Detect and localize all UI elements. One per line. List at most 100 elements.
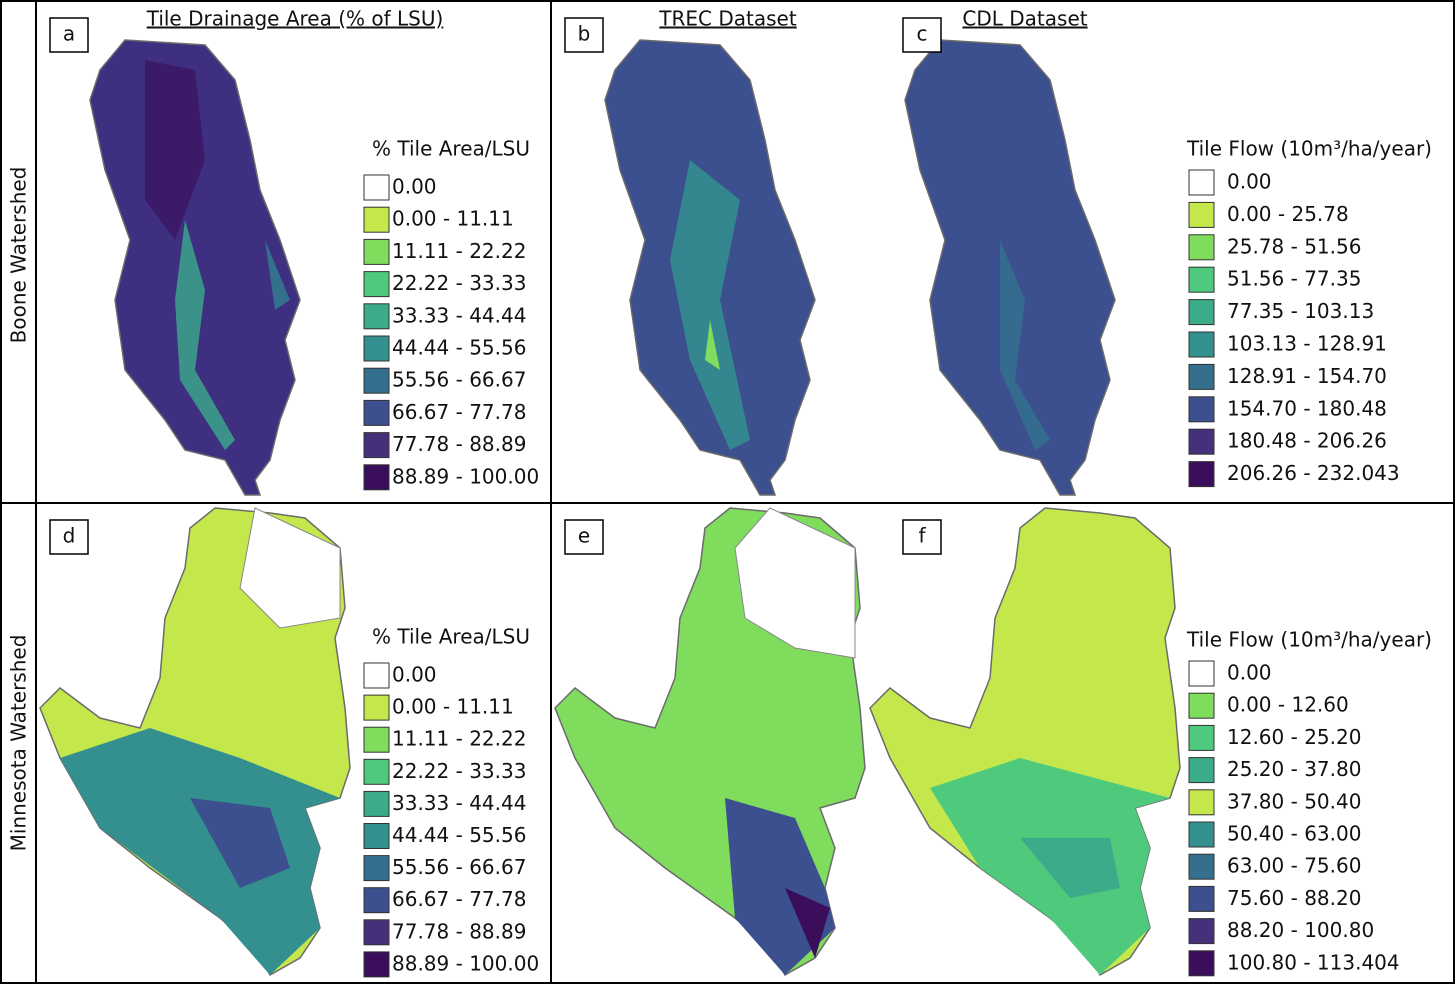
legend-swatch — [1188, 363, 1215, 390]
map-f — [869, 507, 1181, 976]
row-label: Boone Watershed — [7, 167, 31, 344]
legend-swatch — [1188, 724, 1215, 751]
legend-label: 66.67 - 77.78 — [392, 400, 526, 424]
legend-label: 206.26 - 232.043 — [1227, 461, 1400, 485]
panel-label: f — [918, 524, 926, 548]
legend-swatch — [363, 206, 390, 233]
legend-swatch — [1188, 660, 1215, 687]
legend-label: 77.78 - 88.89 — [392, 919, 526, 943]
legend-label: 0.00 - 11.11 — [392, 207, 514, 231]
legend-swatch — [1188, 853, 1215, 880]
legend-swatch — [363, 432, 390, 459]
legend-swatch — [1188, 169, 1215, 196]
legend-swatch — [363, 335, 390, 362]
legend-label: 77.78 - 88.89 — [392, 432, 526, 456]
panel-label-box — [902, 17, 942, 53]
legend-label: 154.70 - 180.48 — [1227, 396, 1387, 420]
legend-swatch — [363, 271, 390, 298]
legend-label: 11.11 - 22.22 — [392, 727, 526, 751]
map-d — [39, 507, 351, 976]
legend-label: 63.00 - 75.60 — [1227, 854, 1361, 878]
legend-label: 11.11 - 22.22 — [392, 239, 526, 263]
map-a — [89, 39, 301, 496]
legend-title: % Tile Area/LSU — [372, 625, 530, 649]
legend-swatch — [363, 951, 390, 978]
legend-label: 44.44 - 55.56 — [392, 823, 526, 847]
legend-swatch — [1188, 396, 1215, 423]
panel-label-box — [49, 17, 89, 53]
panel-title: TREC Dataset — [658, 7, 797, 31]
legend-label: 75.60 - 88.20 — [1227, 886, 1361, 910]
panel-title: Tile Drainage Area (% of LSU) — [146, 7, 444, 31]
legend-swatch — [1188, 821, 1215, 848]
legend-swatch — [1188, 950, 1215, 977]
legend-label: 22.22 - 33.33 — [392, 271, 526, 295]
legend-swatch — [363, 919, 390, 946]
legend-label: 22.22 - 33.33 — [392, 759, 526, 783]
legend-swatch — [1188, 757, 1215, 784]
legend-label: 37.80 - 50.40 — [1227, 789, 1361, 813]
legend-label: 12.60 - 25.20 — [1227, 725, 1361, 749]
legend-swatch — [1188, 299, 1215, 326]
legend-label: 55.56 - 66.67 — [392, 855, 526, 879]
legend-label: 51.56 - 77.35 — [1227, 267, 1361, 291]
legend-swatch — [363, 726, 390, 753]
panel-label: d — [63, 524, 76, 548]
legend-label: 25.20 - 37.80 — [1227, 757, 1361, 781]
legend-swatch — [363, 823, 390, 849]
legend-swatch — [363, 855, 390, 882]
legend-label: 100.80 - 113.404 — [1227, 950, 1400, 974]
legend-swatch — [363, 662, 390, 689]
legend-swatch — [1188, 428, 1215, 455]
legend-swatch — [1188, 789, 1215, 816]
legend-swatch — [363, 694, 390, 721]
legend-label: 33.33 - 44.44 — [392, 303, 526, 327]
row-label: Minnesota Watershed — [7, 635, 31, 852]
legend-label: 180.48 - 206.26 — [1227, 429, 1387, 453]
legend-label: 66.67 - 77.78 — [392, 887, 526, 911]
legend-swatch — [363, 238, 390, 265]
legend-swatch — [363, 303, 390, 330]
legend-label: 128.91 - 154.70 — [1227, 364, 1387, 388]
panel-title: CDL Dataset — [962, 7, 1087, 31]
legend-swatch — [363, 399, 390, 426]
legend-swatch — [1188, 918, 1215, 945]
map-c — [904, 39, 1116, 496]
legend-label: 0.00 — [392, 663, 437, 687]
legend-label: 0.00 - 11.11 — [392, 695, 514, 719]
legend-label: 0.00 — [392, 175, 437, 199]
panel-label: e — [578, 524, 590, 548]
panel-label: a — [63, 22, 75, 46]
legend-label: 44.44 - 55.56 — [392, 336, 526, 360]
legend-label: 77.35 - 103.13 — [1227, 299, 1374, 323]
panel-label-box — [49, 519, 89, 555]
legend-swatch — [363, 758, 390, 785]
legend-title: Tile Flow (10m³/ha/year) — [1186, 137, 1432, 161]
legend-swatch — [1188, 266, 1215, 293]
legend-label: 88.89 - 100.00 — [392, 464, 539, 488]
legend-title: % Tile Area/LSU — [372, 137, 530, 161]
legend-swatch — [1188, 234, 1215, 261]
legend-label: 0.00 — [1227, 170, 1272, 194]
legend-swatch — [1188, 331, 1215, 358]
legend-label: 25.78 - 51.56 — [1227, 234, 1361, 258]
legend-label: 0.00 — [1227, 661, 1272, 685]
legend-label: 88.20 - 100.80 — [1227, 918, 1374, 942]
legend-label: 0.00 - 12.60 — [1227, 693, 1349, 717]
map-b — [604, 39, 816, 496]
legend-swatch — [363, 790, 390, 817]
legend-swatch — [363, 174, 390, 201]
legend-swatch — [1188, 885, 1215, 912]
legend-swatch — [363, 367, 390, 394]
legend-label: 50.40 - 63.00 — [1227, 822, 1361, 846]
legend-swatch — [363, 464, 390, 491]
legend-swatch — [1188, 461, 1215, 488]
legend-label: 0.00 - 25.78 — [1227, 202, 1349, 226]
map-e — [554, 507, 866, 976]
legend-label: 88.89 - 100.00 — [392, 951, 539, 975]
panel-label-box — [902, 519, 942, 555]
panel-label-box — [564, 519, 604, 555]
legend-label: 55.56 - 66.67 — [392, 368, 526, 392]
